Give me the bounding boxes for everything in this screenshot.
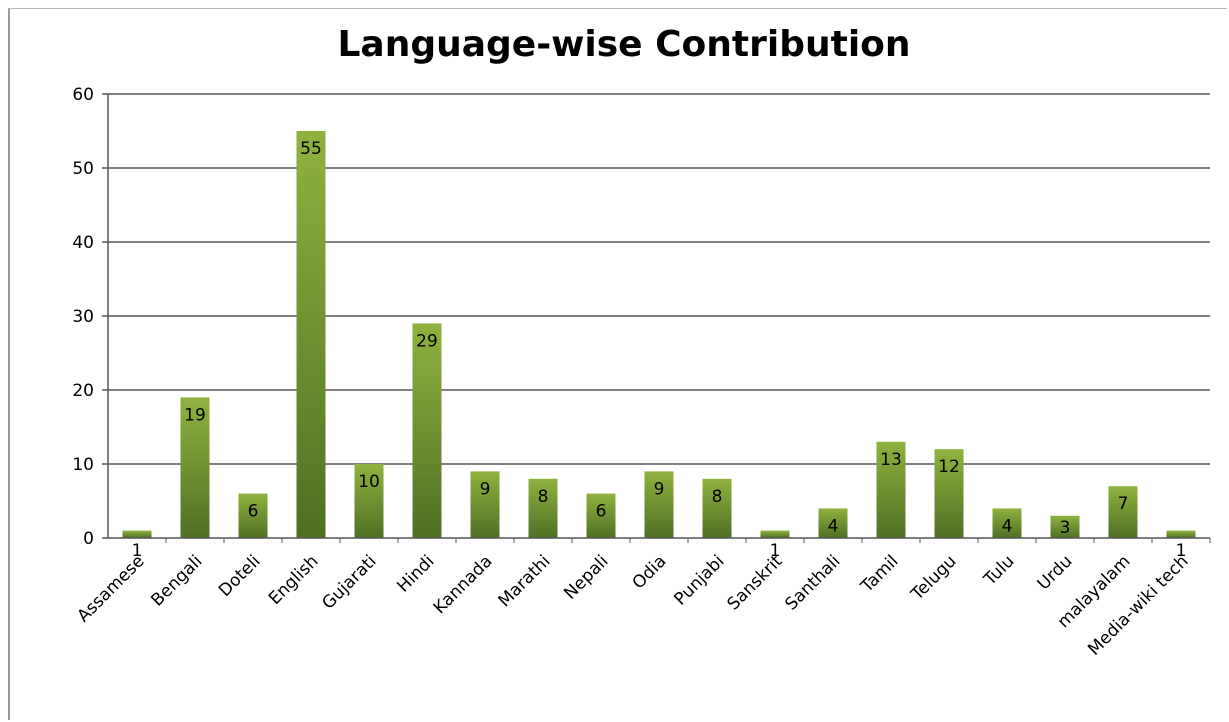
bars (123, 131, 1196, 538)
x-tick-label: Santhali (781, 551, 844, 614)
x-tick-label: English (265, 551, 323, 609)
data-label: 4 (1002, 516, 1013, 536)
data-label: 4 (828, 516, 839, 536)
bar (297, 131, 326, 538)
x-tick-label: Gujarati (318, 551, 380, 613)
data-label: 8 (538, 487, 549, 507)
y-tick-label: 60 (72, 85, 94, 105)
bar (761, 531, 790, 538)
x-tick-label: Sanskrit (724, 551, 787, 614)
x-tick-label: Urdu (1034, 551, 1077, 594)
bar (123, 531, 152, 538)
x-tick-label: Assamese (74, 551, 149, 626)
data-label: 3 (1060, 518, 1071, 538)
data-label: 9 (654, 479, 665, 499)
chart-title: Language-wise Contribution (337, 24, 910, 65)
y-tick-label: 30 (72, 307, 94, 327)
data-label: 55 (300, 139, 322, 159)
x-tick-label: Hindi (393, 551, 438, 596)
y-tick-label: 0 (83, 529, 94, 549)
data-label: 9 (480, 479, 491, 499)
data-label: 12 (938, 457, 960, 477)
x-tick-label: Doteli (215, 551, 265, 601)
y-tick-label: 40 (72, 233, 94, 253)
x-tick-label: Odia (629, 551, 671, 593)
data-label: 19 (184, 405, 206, 425)
gridlines (108, 94, 1210, 464)
x-tick-label: Kannada (430, 551, 497, 618)
data-label: 8 (712, 487, 723, 507)
data-label: 7 (1118, 494, 1129, 514)
x-tick-label: Telugu (907, 551, 961, 605)
x-tick-label: Media-wiki tech (1084, 551, 1192, 659)
x-tick-label: Punjabi (670, 551, 728, 609)
data-label: 29 (416, 331, 438, 351)
data-label: 6 (596, 502, 607, 522)
data-label: 13 (880, 450, 902, 470)
x-tick-label: Marathi (495, 551, 555, 611)
y-axis-ticks: 0 10 20 30 40 50 60 (72, 85, 108, 549)
x-tick-label: Tamil (857, 551, 903, 597)
x-tick-label: Bengali (147, 551, 206, 610)
bar (413, 323, 442, 538)
y-tick-label: 20 (72, 381, 94, 401)
y-tick-label: 10 (72, 455, 94, 475)
y-tick-label: 50 (72, 159, 94, 179)
data-label: 6 (248, 502, 259, 522)
data-label: 10 (358, 472, 380, 492)
x-tick-label: Nepali (560, 551, 612, 603)
bar (1167, 531, 1196, 538)
x-tick-label: Tulu (980, 551, 1019, 590)
